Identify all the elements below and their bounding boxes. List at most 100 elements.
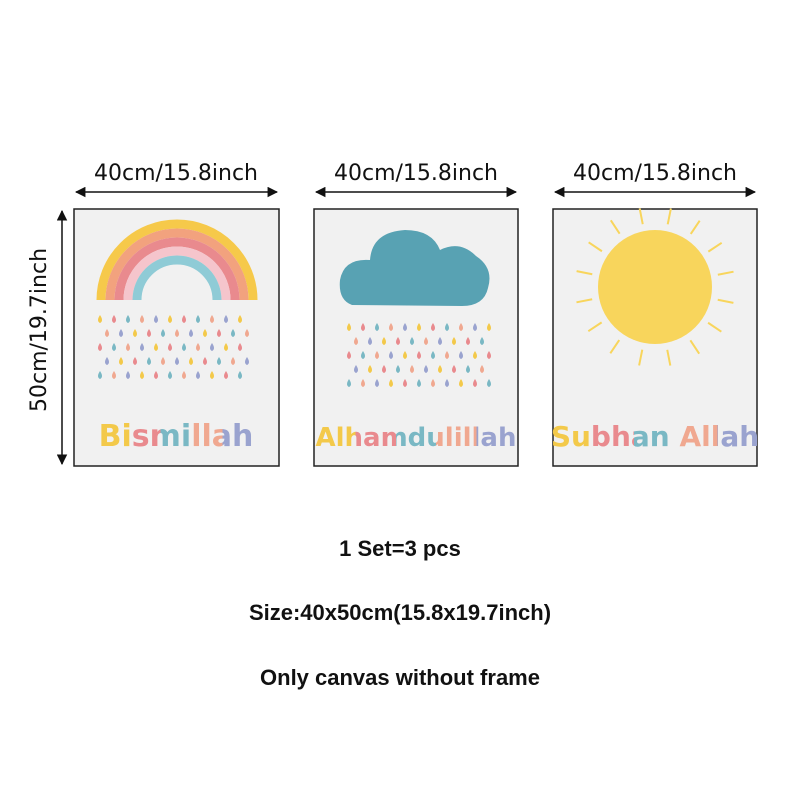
sun-ray [707,241,723,253]
raindrop [417,351,421,359]
raindrop [473,351,477,359]
panel-word: Alhamdulillah [315,423,516,453]
raindrop [487,323,491,331]
raindrop [459,379,463,387]
raindrop [210,371,214,379]
raindrop [424,365,428,373]
raindrop [438,365,442,373]
raindrop [459,323,463,331]
width-label: 40cm/15.8inch [573,161,737,186]
raindrop [98,343,102,351]
raindrop [396,337,400,345]
sun-ray [587,321,603,333]
raindrop [431,351,435,359]
raindrop [133,329,137,337]
raindrop [147,357,151,365]
sun-ray [689,339,701,355]
raindrop [203,357,207,365]
raindrop [189,357,193,365]
raindrop [473,323,477,331]
sun-ray [609,219,621,235]
raindrop [182,343,186,351]
raindrop [126,371,130,379]
sun-ray [638,349,644,366]
raindrop [224,343,228,351]
sun-ray [717,298,734,304]
raindrop [417,323,421,331]
raindrop [431,379,435,387]
panel-word: Bismillah [99,419,254,454]
raindrop [347,351,351,359]
raindrop [403,323,407,331]
raindrop [175,357,179,365]
raindrop [112,371,116,379]
info-line: Only canvas without frame [260,665,540,690]
raindrop [354,365,358,373]
raindrop [196,371,200,379]
raindrop [375,379,379,387]
raindrop [403,379,407,387]
sun-ray [717,270,734,276]
raindrop [361,323,365,331]
raindrop [98,371,102,379]
raindrop [487,351,491,359]
raindrop [424,337,428,345]
raindrop [231,357,235,365]
raindrop [203,329,207,337]
raindrop [410,365,414,373]
raindrop [238,371,242,379]
raindrop [105,329,109,337]
raindrop [245,329,249,337]
raindrop [238,343,242,351]
info-line: Size:40x50cm(15.8x19.7inch) [249,600,551,625]
raindrop [347,323,351,331]
rainbow [96,219,258,301]
raindrop [473,379,477,387]
sun-ray [576,298,593,304]
raindrop [112,315,116,323]
raindrops [98,315,491,387]
width-label: 40cm/15.8inch [334,161,498,186]
raindrop [480,365,484,373]
raindrop [347,379,351,387]
raindrop [396,365,400,373]
raindrop [161,329,165,337]
raindrop [245,357,249,365]
width-label: 40cm/15.8inch [94,161,258,186]
raindrop [196,343,200,351]
raindrop [224,371,228,379]
raindrop [361,379,365,387]
raindrop [403,351,407,359]
raindrop [210,315,214,323]
raindrop [217,357,221,365]
sun-ray [689,220,701,235]
info-line: 1 Set=3 pcs [339,536,461,561]
raindrop [189,329,193,337]
height-label: 50cm/19.7inch [27,248,52,412]
raindrop [361,351,365,359]
raindrop [238,315,242,323]
raindrop [119,357,123,365]
raindrop [182,315,186,323]
raindrop [417,379,421,387]
raindrop [431,323,435,331]
sun-ray [666,349,672,366]
sun-ray [707,321,722,333]
raindrop [382,337,386,345]
raindrop [182,371,186,379]
raindrop [445,323,449,331]
raindrop [210,343,214,351]
raindrop [410,337,414,345]
raindrop [161,357,165,365]
raindrop [480,337,484,345]
panel-word: Subhan Allah [551,420,759,453]
raindrop [368,365,372,373]
raindrop [168,343,172,351]
raindrop [154,343,158,351]
raindrop [438,337,442,345]
sun-ray [666,208,672,225]
raindrop [133,357,137,365]
raindrop [154,315,158,323]
raindrop [154,371,158,379]
raindrop [445,351,449,359]
